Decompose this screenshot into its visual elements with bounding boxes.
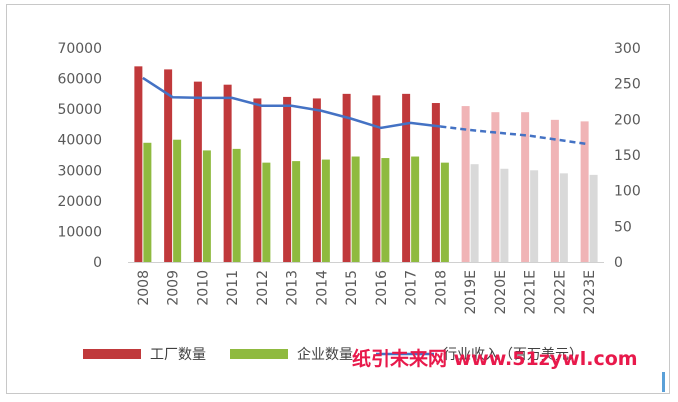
left-tick-label: 40000 <box>57 133 102 149</box>
left-tick-label: 50000 <box>57 102 102 118</box>
legend: 工厂数量 企业数量 行业收入（百万美元） <box>83 346 583 363</box>
bar-companies <box>411 156 420 262</box>
left-tick-label: 70000 <box>57 41 102 57</box>
bar-factories <box>402 93 411 262</box>
right-tick-label: 100 <box>614 184 641 200</box>
bar-factories <box>372 95 381 262</box>
bar-companies <box>321 159 330 262</box>
x-tick-label: 2015 <box>344 270 360 306</box>
bar-companies <box>262 162 271 262</box>
bar-factories <box>342 93 351 262</box>
legend-swatch-companies <box>230 349 288 359</box>
x-tick-label: 2010 <box>195 270 211 306</box>
bar-companies <box>381 158 390 262</box>
x-tick-label: 2022E <box>552 270 568 314</box>
x-tick-label: 2020E <box>493 270 509 314</box>
x-tick-label: 2011 <box>225 270 241 306</box>
bar-companies <box>530 170 539 262</box>
bar-companies <box>589 174 598 262</box>
bar-companies <box>173 139 182 262</box>
bar-factories <box>134 66 143 262</box>
x-tick-label: 2016 <box>374 270 390 306</box>
bar-factories <box>580 121 589 262</box>
bar-factories <box>223 84 232 262</box>
bar-factories <box>253 98 262 262</box>
x-tick-label: 2009 <box>166 270 182 306</box>
bar-factories <box>164 69 173 263</box>
revenue-line <box>142 76 590 146</box>
legend-label-companies: 企业数量 <box>297 346 353 363</box>
bar-companies <box>292 161 301 262</box>
bar-companies <box>470 164 479 262</box>
x-tick-label: 2023E <box>582 270 598 314</box>
x-tick-label: 2017 <box>404 270 420 306</box>
x-tick-label: 2019E <box>463 270 479 314</box>
bar-factories <box>491 112 500 262</box>
bar-companies <box>559 173 568 262</box>
right-tick-label: 200 <box>614 112 641 128</box>
legend-label-factories: 工厂数量 <box>150 347 206 363</box>
x-tick-label: 2008 <box>136 270 152 306</box>
x-tick-label: 2018 <box>433 270 449 306</box>
left-tick-label: 20000 <box>57 194 102 210</box>
bar-companies <box>232 148 241 262</box>
revenue-line-actual <box>142 76 441 130</box>
bar-companies <box>440 162 449 262</box>
left-tick-label: 0 <box>93 255 102 271</box>
bar-factories <box>550 119 559 262</box>
bar-factories <box>193 81 202 262</box>
x-axis: 2008 2009 2010 2011 2012 2013 2014 2015 2016 2017… <box>128 262 604 314</box>
x-tick-label: 2012 <box>255 270 271 306</box>
left-tick-label: 30000 <box>57 163 102 179</box>
x-tick-label: 2013 <box>285 270 301 306</box>
right-tick-label: 150 <box>614 148 641 164</box>
watermark: 纸引未来网 www.51zywl.com <box>352 347 638 370</box>
x-tick-label: 2014 <box>314 270 330 306</box>
bar-companies <box>351 156 360 262</box>
corner-marker <box>662 372 665 392</box>
left-axis: 0 10000 20000 30000 40000 50000 60000 70000 <box>57 41 102 271</box>
right-tick-label: 50 <box>614 219 632 235</box>
legend-label-revenue: 行业收入（百万美元） <box>443 347 583 363</box>
bar-factories <box>461 106 470 262</box>
right-axis: 0 50 100 150 200 250 300 <box>614 41 641 271</box>
chart-frame <box>6 4 670 394</box>
right-tick-label: 0 <box>614 255 623 271</box>
right-tick-label: 300 <box>614 41 641 57</box>
bar-factories <box>521 112 530 262</box>
right-tick-label: 250 <box>614 77 641 93</box>
bar-companies <box>143 142 152 262</box>
bars <box>134 66 598 263</box>
bar-factories <box>431 103 440 263</box>
revenue-line-projected <box>440 125 590 146</box>
bar-companies <box>500 168 509 262</box>
left-tick-label: 10000 <box>57 224 102 240</box>
bar-factories <box>283 96 292 263</box>
left-tick-label: 60000 <box>57 72 102 88</box>
bar-factories <box>312 98 321 262</box>
legend-swatch-factories <box>83 349 141 359</box>
bar-companies <box>202 150 211 262</box>
x-tick-label: 2021E <box>523 270 539 314</box>
